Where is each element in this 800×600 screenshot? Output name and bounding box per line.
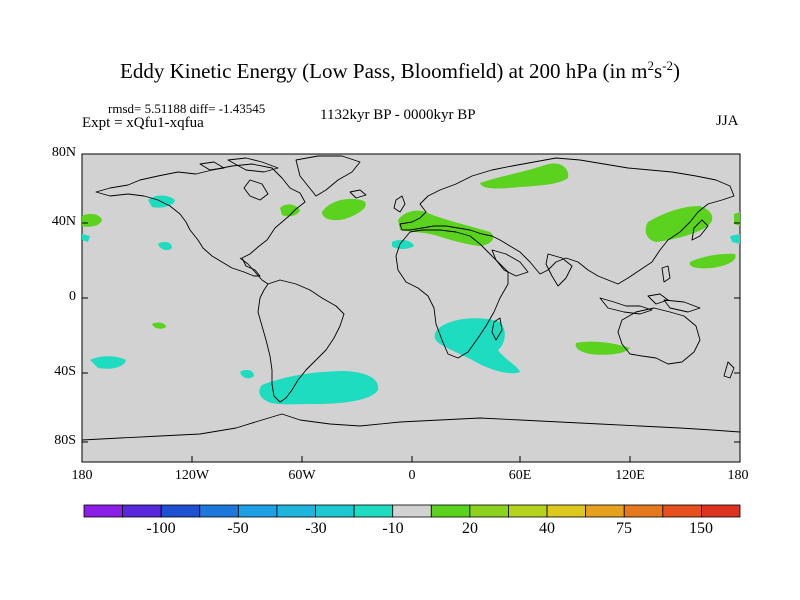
positive-patch-north-pacific xyxy=(689,253,736,269)
experiment-label: Expt = xQfu1-xqfua xyxy=(82,115,204,131)
lat-label-40s: 40S xyxy=(54,364,76,379)
colorbar-label: -100 xyxy=(146,520,176,537)
lon-label-60w: 60W xyxy=(288,468,316,483)
colorbar-swatch xyxy=(237,504,278,518)
lon-label-180w: 180 xyxy=(71,468,93,483)
colorbar-swatch xyxy=(392,504,432,518)
colorbar-label: -10 xyxy=(382,520,404,537)
plot-title: Eddy Kinetic Energy (Low Pass, Bloomfiel… xyxy=(120,58,680,83)
coastline-eurasia xyxy=(399,157,735,285)
colorbar-swatch xyxy=(546,504,587,518)
colorbar-swatch xyxy=(623,504,664,518)
coastline-iceland xyxy=(349,189,367,199)
anomaly-patches xyxy=(82,163,740,405)
positive-patch-nw-europe xyxy=(322,198,366,221)
stats-text: rmsd= 5.51188 diff= -1.43545 xyxy=(108,101,266,116)
colorbar-label: 40 xyxy=(539,520,555,537)
negative-patch-west-edge xyxy=(82,234,90,242)
coastline-japan xyxy=(691,219,709,241)
colorbar-swatch xyxy=(469,504,509,518)
coastline-hudson-bay xyxy=(243,179,269,201)
positive-patch-mediterranean xyxy=(398,210,494,246)
coastline-north-america xyxy=(95,163,306,277)
colorbar-swatch xyxy=(353,504,394,518)
coastline-indonesia xyxy=(599,293,701,315)
lat-label-80n: 80N xyxy=(51,145,76,160)
colorbar-swatch xyxy=(315,504,355,518)
positive-patch-north-america xyxy=(280,204,300,217)
lon-label-0: 0 xyxy=(408,468,416,483)
colorbar-swatch xyxy=(160,504,201,518)
coastline-greenland xyxy=(295,155,361,197)
colorbar-swatch xyxy=(430,504,471,518)
map-frame xyxy=(81,153,741,463)
coastline-arabia xyxy=(491,249,529,277)
coastline-australia xyxy=(617,307,701,365)
colorbar-swatch xyxy=(83,504,123,518)
lon-label-120w: 120W xyxy=(174,468,210,483)
negative-patch-atlantic-small xyxy=(392,239,414,249)
coastlines xyxy=(81,155,741,441)
lat-label-0: 0 xyxy=(69,289,76,304)
period-label: 1132kyr BP - 0000kyr BP xyxy=(320,107,476,123)
negative-patch-east-pacific xyxy=(158,241,172,251)
colorbar-swatch xyxy=(701,504,741,518)
negative-patch-south-pacific xyxy=(90,356,126,369)
lon-label-60e: 60E xyxy=(508,468,532,483)
axis-ticks xyxy=(81,153,741,462)
colorbar-swatch xyxy=(585,504,625,518)
coastline-madagascar xyxy=(491,317,503,341)
colorbar-label: 75 xyxy=(616,520,632,537)
negative-patch-east-edge xyxy=(730,234,740,244)
colorbar-swatch xyxy=(508,504,548,518)
coastline-philippines xyxy=(661,265,671,283)
lat-label-80s: 80S xyxy=(54,433,76,448)
negative-patch-drake-passage xyxy=(259,371,379,405)
coastline-arctic-islands xyxy=(199,157,279,173)
negative-patch-southern-ocean-small xyxy=(240,369,254,379)
positive-patch-east-edge xyxy=(734,212,740,226)
colorbar-swatch xyxy=(122,504,162,518)
coastline-antarctica xyxy=(81,413,741,441)
colorbar-label: -50 xyxy=(227,520,249,537)
colorbar-swatch xyxy=(662,504,702,518)
lat-label-40n: 40N xyxy=(51,214,76,229)
colorbar-label: 20 xyxy=(462,520,478,537)
colorbar-swatch xyxy=(276,504,316,518)
colorbar-label: -30 xyxy=(305,520,327,537)
season-label: JJA xyxy=(716,113,739,129)
colorbar-swatch xyxy=(199,504,239,518)
coastline-new-zealand xyxy=(723,361,735,379)
coastline-uk xyxy=(393,195,406,213)
positive-patch-atlantic-west xyxy=(82,213,102,227)
coastline-india xyxy=(545,253,573,287)
positive-patch-indian-ocean xyxy=(575,341,630,355)
colorbar-label: 150 xyxy=(689,520,713,537)
coastline-south-america xyxy=(257,279,345,403)
lon-label-120e: 120E xyxy=(615,468,645,483)
lon-label-180e: 180 xyxy=(727,468,749,483)
coastline-africa xyxy=(395,229,509,359)
colorbar xyxy=(83,504,741,518)
positive-patch-siberia xyxy=(480,163,569,189)
negative-patch-south-africa xyxy=(434,318,520,374)
coastline-central-america xyxy=(239,257,269,285)
positive-patch-south-pacific xyxy=(152,322,166,329)
